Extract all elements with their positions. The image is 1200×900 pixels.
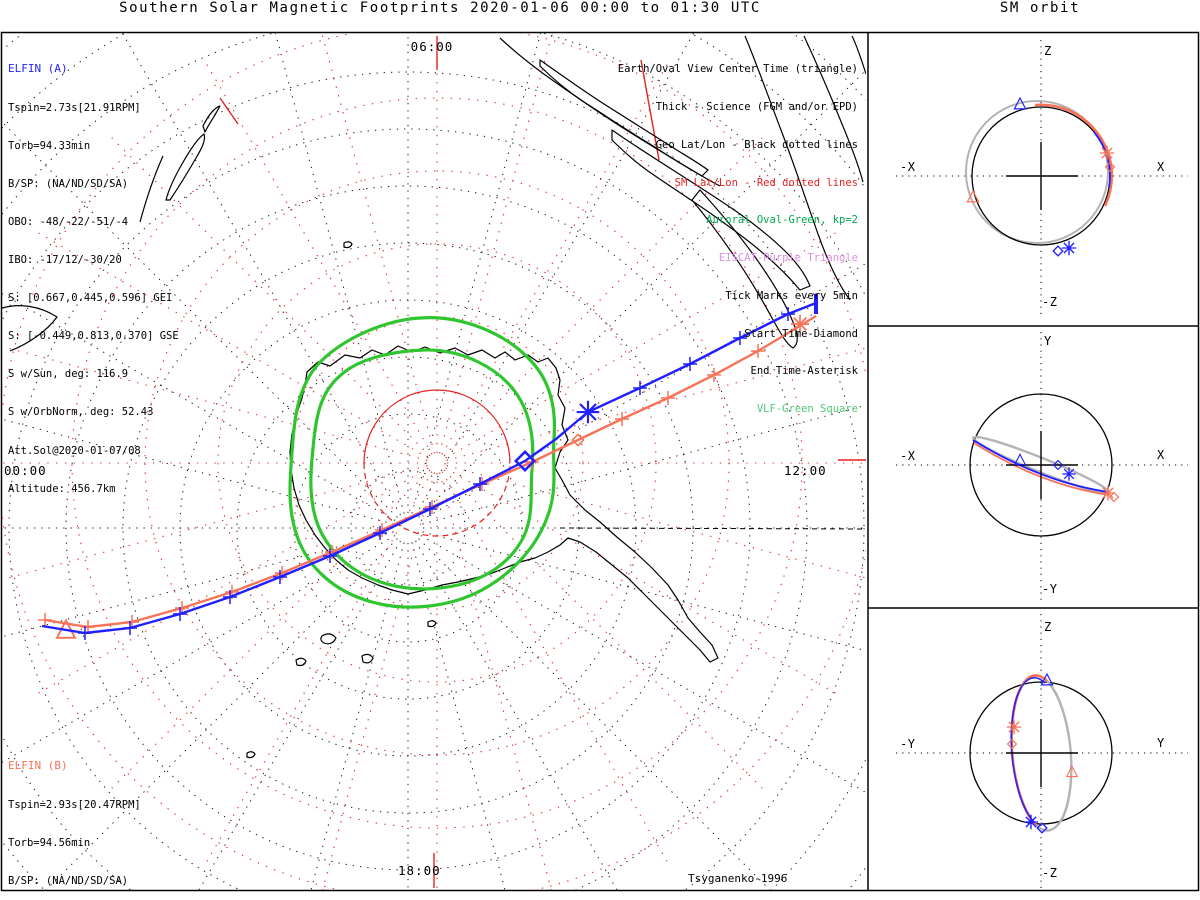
elfin-a-header: ELFIN (A) (8, 62, 68, 76)
legend-line: Earth/Oval View Center Time (triangle) (617, 63, 858, 76)
earth-circle (969, 393, 1113, 537)
elfin-b-header: ELFIN (B) (8, 759, 68, 773)
mlt-label-0000: 00:00 (4, 463, 47, 478)
info-line: OBO: -48/-22/-51/-4 (8, 215, 129, 228)
elfin-a-info-block: ELFIN (A) Tspin=2.73s[21.91RPM] Torb=94.… (8, 38, 179, 521)
info-line: Torb=94.33min (8, 139, 91, 152)
legend-line: Geo Lat/Lon - Black dotted lines (655, 138, 858, 151)
info-line: Torb=94.56min (8, 836, 91, 849)
legend-line: EISCAT-Purple Triangle (718, 252, 858, 265)
panel-center-cross (1006, 719, 1078, 787)
legend-line: Tick Marks every 5min (725, 289, 858, 302)
geo-dashed-line (559, 527, 866, 530)
info-line: B/SP: (NA/ND/SD/SA) (8, 874, 129, 887)
orbit-arc-gray (1035, 680, 1073, 832)
info-line: IBO: -17/12/-30/20 (8, 253, 122, 266)
info-line: Tspin=2.73s[21.91RPM] (8, 101, 141, 114)
info-line: S: [-0.449,0.813,0.370] GSE (8, 330, 179, 343)
panel2-axis-bottom: -Y (1042, 582, 1058, 596)
salmon-diamond (1108, 491, 1120, 503)
panel2-axis-left: -X (900, 449, 916, 463)
coastlines (2, 35, 866, 759)
sm-orbit-panel-xz (896, 40, 1188, 318)
mlt-label-0600: 06:00 (410, 39, 454, 54)
panel1-axis-bottom: -Z (1042, 295, 1058, 309)
legend-line: VLF-Green Square (756, 403, 858, 416)
legend-line: Thick - Science (FGM and/or EPD) (655, 100, 858, 113)
elfin-a-footprint (41, 294, 818, 641)
blue-asterisk (1061, 240, 1077, 256)
elfin-b-info-block: ELFIN (B) Tspin=2.93s[20.47RPM] Torb=94.… (8, 735, 185, 900)
panel1-axis-top: Z (1044, 44, 1052, 58)
legend-line: End Time-Asterisk (750, 365, 858, 378)
elfin-b-orbit-arc (1034, 103, 1114, 207)
legend-line: Auroral Oval-Green, kp=2 (706, 214, 858, 227)
sm-cardinal-ticks (219, 36, 866, 888)
panel2-axis-right: X (1157, 448, 1165, 462)
info-line: Att.Sol@2020-01-07/08 (8, 444, 141, 457)
blue-diamond (1052, 245, 1064, 257)
info-line: Tspin=2.93s[20.47RPM] (8, 798, 141, 811)
blue-asterisk (1023, 814, 1039, 830)
info-line: B/SP: (NA/ND/SD/SA) (8, 177, 129, 190)
model-name: Tsyganenko-1996 (688, 872, 788, 885)
salmon-asterisk (1006, 719, 1022, 735)
legend-line: Start Time-Diamond (744, 327, 858, 340)
panel3-axis-bottom: -Z (1042, 866, 1058, 880)
model-footer: Tsyganenko-1996 Created: Mon Jan 23 15:0… (688, 841, 907, 900)
frame-borders (0, 31, 1200, 892)
panel3-axis-right: Y (1157, 736, 1165, 750)
panel3-axis-left: -Y (900, 737, 916, 751)
map-legend: Earth/Oval View Center Time (triangle) T… (498, 38, 858, 441)
info-line: S: [0.667,0.445,0.596] GEI (8, 292, 173, 305)
sm-orbit-title: SM orbit (999, 0, 1081, 16)
elfin-a-orbit-arc (1010, 677, 1046, 824)
panel1-axis-right: X (1157, 160, 1165, 174)
blue-asterisk (1061, 466, 1077, 482)
legend-line: SM Lat/Lon - Red dotted lines (674, 176, 858, 189)
mlt-label-1800: 18:00 (398, 863, 441, 878)
main-title: Southern Solar Magnetic Footprints 2020-… (119, 0, 761, 16)
sm-orbit-panel-yz (896, 614, 1188, 888)
info-line: S w/OrbNorm, deg: 52.43 (8, 406, 154, 419)
panel1-axis-left: -X (900, 160, 916, 174)
sm-inner-circle (363, 389, 511, 537)
orbit-circle-gray (965, 100, 1109, 244)
panel3-axis-top: Z (1044, 620, 1052, 634)
panel2-axis-top: Y (1044, 334, 1052, 348)
panel-center-cross (1006, 142, 1078, 210)
auroral-oval (288, 316, 557, 609)
mlt-label-1200: 12:00 (784, 463, 827, 478)
sm-orbit-panel-xy (896, 332, 1188, 602)
salmon-asterisk (1099, 145, 1115, 161)
info-line: Altitude: 456.7km (8, 482, 116, 495)
info-line: S w/Sun, deg: 116.9 (8, 368, 129, 381)
